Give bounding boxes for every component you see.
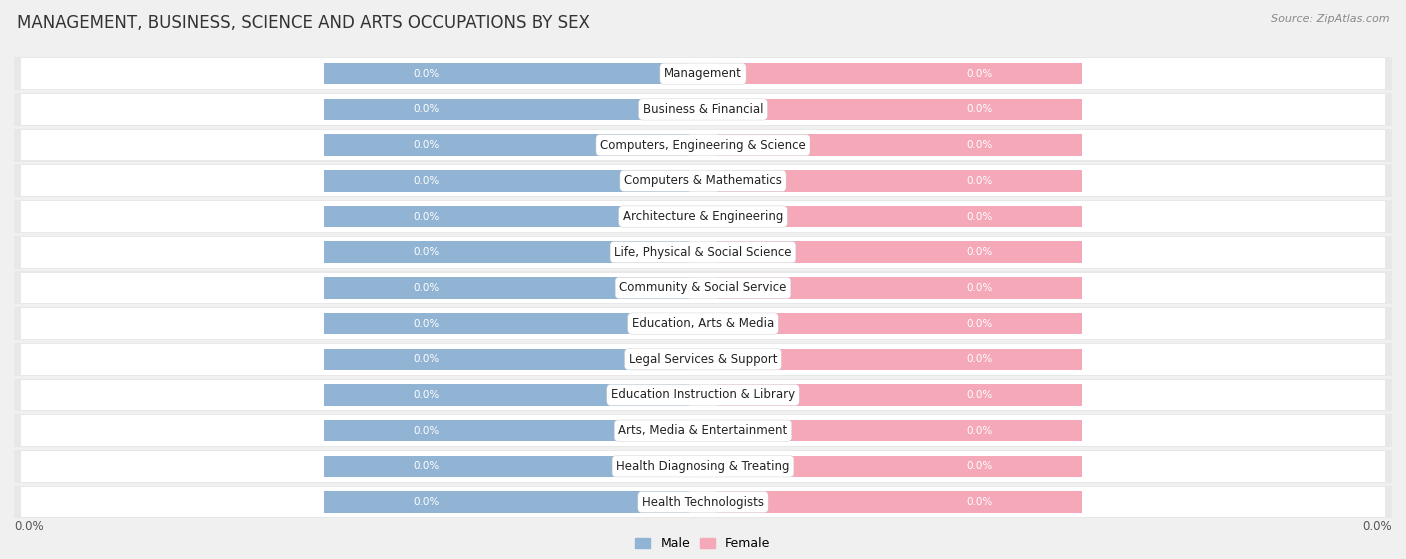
Text: 0.0%: 0.0% [413,425,440,435]
Bar [21,451,1385,482]
Text: MANAGEMENT, BUSINESS, SCIENCE AND ARTS OCCUPATIONS BY SEX: MANAGEMENT, BUSINESS, SCIENCE AND ARTS O… [17,14,589,32]
Bar [21,165,1385,196]
Bar [717,491,1083,513]
Bar [21,308,1385,339]
Bar [14,486,1392,518]
Bar [21,94,1385,125]
Bar [323,99,689,120]
Bar [717,384,1083,406]
Text: 0.0%: 0.0% [413,211,440,221]
Bar [21,58,1385,89]
Text: Legal Services & Support: Legal Services & Support [628,353,778,366]
Text: 0.0%: 0.0% [413,354,440,364]
Bar [323,206,689,227]
Bar [717,241,1083,263]
Text: Computers, Engineering & Science: Computers, Engineering & Science [600,139,806,151]
Bar [21,130,1385,160]
Bar [323,241,689,263]
Bar [717,99,1083,120]
Bar [323,134,689,156]
Text: Management: Management [664,67,742,80]
Bar [14,200,1392,233]
Text: 0.0%: 0.0% [413,140,440,150]
Text: 0.0%: 0.0% [413,176,440,186]
Bar [717,277,1083,299]
Text: Source: ZipAtlas.com: Source: ZipAtlas.com [1271,14,1389,24]
Bar [323,313,689,334]
Text: 0.0%: 0.0% [966,69,993,79]
Text: 0.0%: 0.0% [14,520,44,533]
Text: 0.0%: 0.0% [966,140,993,150]
Bar [717,420,1083,442]
Bar [323,491,689,513]
Bar [717,63,1083,84]
Text: Community & Social Service: Community & Social Service [619,281,787,295]
Bar [21,344,1385,375]
Text: Education Instruction & Library: Education Instruction & Library [612,389,794,401]
Text: 0.0%: 0.0% [413,497,440,507]
Bar [717,313,1083,334]
Text: 0.0%: 0.0% [966,176,993,186]
Bar [14,450,1392,483]
Text: 0.0%: 0.0% [413,247,440,257]
Bar [14,129,1392,162]
Bar [323,456,689,477]
Text: Health Technologists: Health Technologists [643,495,763,509]
Text: 0.0%: 0.0% [966,211,993,221]
Text: Business & Financial: Business & Financial [643,103,763,116]
Text: 0.0%: 0.0% [966,105,993,115]
Bar [14,414,1392,447]
Text: 0.0%: 0.0% [413,283,440,293]
Text: Education, Arts & Media: Education, Arts & Media [631,317,775,330]
Bar [14,58,1392,90]
Text: 0.0%: 0.0% [966,497,993,507]
Bar [323,277,689,299]
Bar [21,273,1385,303]
Bar [14,236,1392,269]
Bar [21,380,1385,410]
Text: 0.0%: 0.0% [413,105,440,115]
Text: 0.0%: 0.0% [966,461,993,471]
Text: 0.0%: 0.0% [966,247,993,257]
Text: 0.0%: 0.0% [966,283,993,293]
Bar [717,456,1083,477]
Text: 0.0%: 0.0% [413,69,440,79]
Text: Computers & Mathematics: Computers & Mathematics [624,174,782,187]
Text: Arts, Media & Entertainment: Arts, Media & Entertainment [619,424,787,437]
Text: 0.0%: 0.0% [1362,520,1392,533]
Text: Architecture & Engineering: Architecture & Engineering [623,210,783,223]
Bar [14,272,1392,304]
Bar [717,206,1083,227]
Text: Life, Physical & Social Science: Life, Physical & Social Science [614,246,792,259]
Bar [21,487,1385,518]
Bar [21,201,1385,232]
Bar [14,93,1392,126]
Text: Health Diagnosing & Treating: Health Diagnosing & Treating [616,460,790,473]
Bar [717,134,1083,156]
Text: 0.0%: 0.0% [413,390,440,400]
Text: 0.0%: 0.0% [413,461,440,471]
Bar [14,307,1392,340]
Bar [14,164,1392,197]
Bar [21,237,1385,268]
Bar [323,384,689,406]
Text: 0.0%: 0.0% [966,390,993,400]
Bar [21,415,1385,446]
Bar [323,63,689,84]
Bar [323,420,689,442]
Legend: Male, Female: Male, Female [630,532,776,556]
Text: 0.0%: 0.0% [966,354,993,364]
Text: 0.0%: 0.0% [413,319,440,329]
Bar [14,378,1392,411]
Bar [717,170,1083,192]
Text: 0.0%: 0.0% [966,425,993,435]
Bar [717,349,1083,370]
Bar [323,349,689,370]
Text: 0.0%: 0.0% [966,319,993,329]
Bar [323,170,689,192]
Bar [14,343,1392,376]
